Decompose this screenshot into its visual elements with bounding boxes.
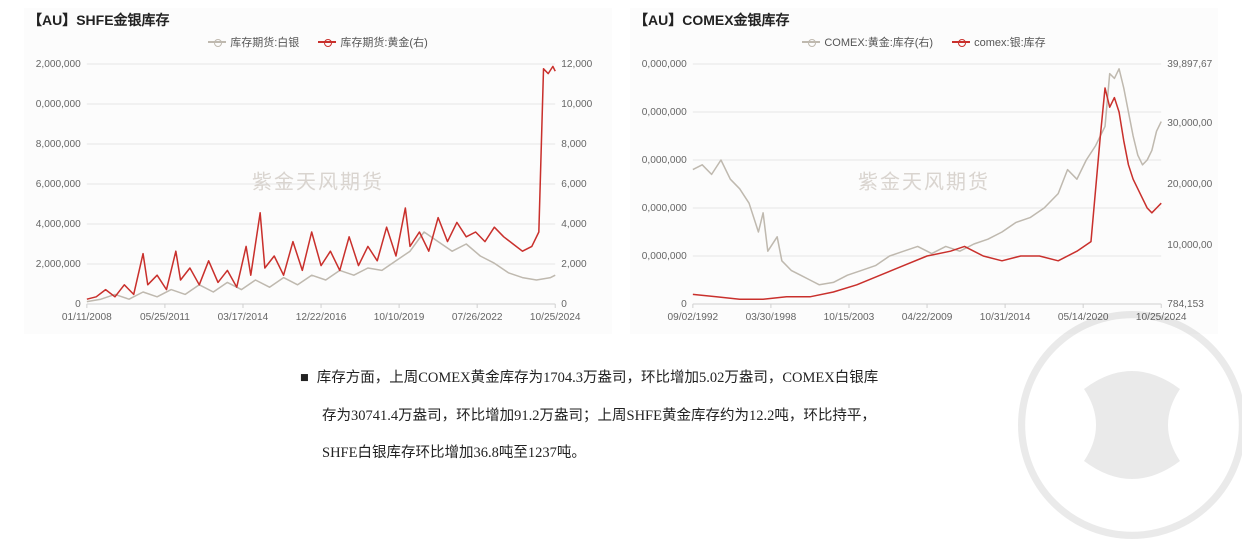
svg-text:10,000,00: 10,000,00 xyxy=(1167,240,1212,251)
svg-text:05/25/2011: 05/25/2011 xyxy=(140,312,190,323)
svg-text:10/10/2019: 10/10/2019 xyxy=(374,312,425,323)
svg-text:05/14/2020: 05/14/2020 xyxy=(1058,312,1109,323)
legend-label: 库存期货:白银 xyxy=(230,34,299,50)
svg-text:10/25/2024: 10/25/2024 xyxy=(1136,312,1187,323)
svg-text:0: 0 xyxy=(681,299,687,310)
svg-text:03/30/1998: 03/30/1998 xyxy=(746,312,797,323)
bullet-text: 库存方面，上周COMEX黄金库存为1704.3万盎司，环比增加5.02万盎司，C… xyxy=(317,370,878,386)
legend-label: COMEX:黄金:库存(右) xyxy=(824,34,933,50)
svg-text:07/26/2022: 07/26/2022 xyxy=(452,312,503,323)
summary-bullet: ■ 库存方面，上周COMEX黄金库存为1704.3万盎司，环比增加5.02万盎司，… xyxy=(0,334,1242,473)
svg-text:0: 0 xyxy=(75,299,81,310)
svg-text:0,000,000: 0,000,000 xyxy=(36,99,81,110)
comex-legend-item-silver: comex:银:库存 xyxy=(952,34,1046,50)
legend-label: 库存期货:黄金(右) xyxy=(340,34,427,50)
shfe-plot: 0 2,000,000 4,000,000 6,000,000 8,000,000 0,0… xyxy=(24,54,612,334)
svg-text:784,153: 784,153 xyxy=(1167,299,1204,310)
svg-text:8,000: 8,000 xyxy=(561,139,587,150)
svg-text:2,000,000: 2,000,000 xyxy=(36,59,81,70)
svg-text:10/25/2024: 10/25/2024 xyxy=(530,312,581,323)
shfe-legend: 库存期货:白银 库存期货:黄金(右) xyxy=(24,34,612,54)
svg-text:39,897,67: 39,897,67 xyxy=(1167,59,1212,70)
swatch-icon xyxy=(318,41,336,43)
bullet-text: 存为30741.4万盎司，环比增加91.2万盎司；上周SHFE黄金库存约为12.… xyxy=(322,408,876,424)
svg-text:10,000: 10,000 xyxy=(561,99,592,110)
legend-label: comex:银:库存 xyxy=(974,34,1046,50)
comex-legend: COMEX:黄金:库存(右) comex:银:库存 xyxy=(630,34,1218,54)
svg-text:8,000,000: 8,000,000 xyxy=(36,139,81,150)
svg-text:0: 0 xyxy=(561,299,567,310)
svg-text:2,000: 2,000 xyxy=(561,259,587,270)
shfe-legend-item-gold: 库存期货:黄金(右) xyxy=(318,34,427,50)
bullet-line: 存为30741.4万盎司，环比增加91.2万盎司；上周SHFE黄金库存约为12.… xyxy=(300,398,1122,436)
bullet-line: SHFE白银库存环比增加36.8吨至1237吨。 xyxy=(300,435,1122,473)
svg-text:12,000: 12,000 xyxy=(561,59,592,70)
bullet-marker-icon: ■ xyxy=(300,370,309,386)
svg-text:09/02/1992: 09/02/1992 xyxy=(668,312,719,323)
bullet-line: ■ 库存方面，上周COMEX黄金库存为1704.3万盎司，环比增加5.02万盎司，… xyxy=(300,360,1122,398)
svg-text:10/15/2003: 10/15/2003 xyxy=(824,312,875,323)
svg-text:10/31/2014: 10/31/2014 xyxy=(980,312,1031,323)
svg-text:01/11/2008: 01/11/2008 xyxy=(62,312,112,323)
shfe-chart-panel: 【AU】SHFE金银库存 库存期货:白银 库存期货:黄金(右) 紫金天风期货 0… xyxy=(24,8,612,334)
comex-legend-item-gold: COMEX:黄金:库存(右) xyxy=(802,34,933,50)
comex-plot: 0 0,000,000 0,000,000 0,000,000 0,000,000 0,0… xyxy=(630,54,1218,334)
svg-text:30,000,00: 30,000,00 xyxy=(1167,118,1212,129)
charts-row: 【AU】SHFE金银库存 库存期货:白银 库存期货:黄金(右) 紫金天风期货 0… xyxy=(0,0,1242,334)
svg-text:6,000,000: 6,000,000 xyxy=(36,179,81,190)
svg-text:4,000,000: 4,000,000 xyxy=(36,219,81,230)
swatch-icon xyxy=(208,41,226,43)
swatch-icon xyxy=(802,41,820,43)
svg-text:12/22/2016: 12/22/2016 xyxy=(296,312,347,323)
svg-text:0,000,000: 0,000,000 xyxy=(642,59,687,70)
svg-text:6,000: 6,000 xyxy=(561,179,587,190)
svg-text:03/17/2014: 03/17/2014 xyxy=(218,312,269,323)
bullet-text: SHFE白银库存环比增加36.8吨至1237吨。 xyxy=(322,445,586,461)
shfe-plot-wrap: 紫金天风期货 02,000,0004,000,0006,000,0008,000… xyxy=(24,54,612,334)
shfe-chart-title: 【AU】SHFE金银库存 xyxy=(24,8,612,34)
svg-text:0,000,000: 0,000,000 xyxy=(642,203,687,214)
svg-text:0,000,000: 0,000,000 xyxy=(642,107,687,118)
comex-chart-title: 【AU】COMEX金银库存 xyxy=(630,8,1218,34)
svg-text:0,000,000: 0,000,000 xyxy=(642,251,687,262)
comex-chart-panel: 【AU】COMEX金银库存 COMEX:黄金:库存(右) comex:银:库存 … xyxy=(630,8,1218,334)
svg-text:20,000,00: 20,000,00 xyxy=(1167,179,1212,190)
comex-plot-wrap: 紫金天风期货 00,000,0000,000,0000,000,0000,000… xyxy=(630,54,1218,334)
shfe-legend-item-silver: 库存期货:白银 xyxy=(208,34,299,50)
svg-text:04/22/2009: 04/22/2009 xyxy=(902,312,953,323)
svg-text:0,000,000: 0,000,000 xyxy=(642,155,687,166)
swatch-icon xyxy=(952,41,970,43)
svg-text:4,000: 4,000 xyxy=(561,219,587,230)
svg-text:2,000,000: 2,000,000 xyxy=(36,259,81,270)
